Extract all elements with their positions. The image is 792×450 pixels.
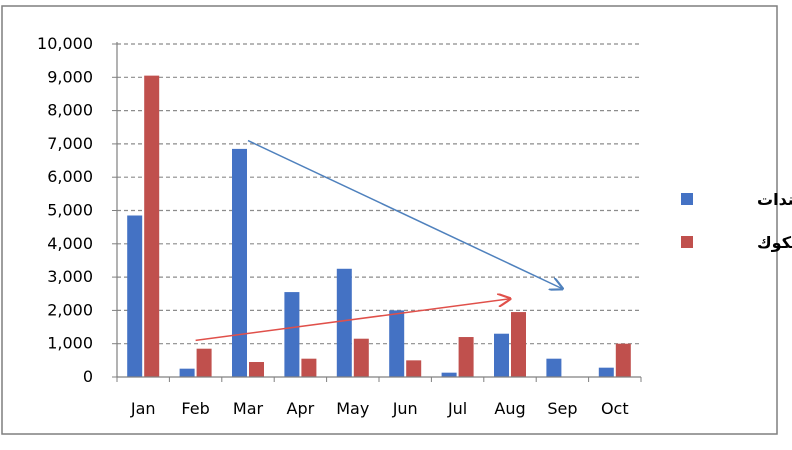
x-tick-label: Sep: [547, 399, 577, 418]
legend-swatch: [681, 236, 693, 248]
y-tick-label: 3,000: [47, 267, 93, 286]
y-tick-label: 9,000: [47, 67, 93, 86]
bar-series2-jun: [406, 360, 422, 377]
bar-series2-jul: [458, 337, 474, 377]
y-tick-label: 4,000: [47, 234, 93, 253]
bar-series1-feb: [179, 368, 195, 377]
bars: [127, 75, 631, 377]
x-tick-label: Jun: [392, 399, 418, 418]
bar-series1-oct: [598, 367, 614, 377]
bar-series1-jan: [127, 215, 143, 377]
bar-series2-aug: [511, 312, 526, 377]
x-tick-label: Jan: [130, 399, 156, 418]
bar-series1-mar: [232, 148, 247, 377]
bar-series1-aug: [494, 333, 509, 377]
y-tick-label: 7,000: [47, 134, 93, 153]
bar-series1-may: [336, 268, 352, 377]
bar-series1-apr: [284, 292, 300, 377]
x-axis-ticks: Jan Feb Mar Apr May Jun Jul Aug Sep Oct: [116, 377, 642, 418]
x-tick-label: Apr: [287, 399, 315, 418]
legend-label: سندات: [757, 190, 792, 209]
bar-series1-jun: [389, 310, 405, 377]
legend-label: صكوك: [757, 233, 792, 252]
bar-series1-sep: [546, 358, 562, 377]
legend: سندات صكوك: [681, 190, 792, 252]
trend-arrow-blue: [247, 139, 562, 289]
y-tick-label: 8,000: [47, 101, 93, 120]
trend-arrows: [195, 139, 563, 342]
bar-series2-feb: [196, 348, 212, 377]
x-tick-label: Feb: [181, 399, 209, 418]
y-tick-label: 6,000: [47, 167, 93, 186]
bar-series1-jul: [441, 372, 457, 377]
bar-series2-apr: [301, 358, 317, 377]
y-tick-label: 2,000: [47, 300, 93, 319]
x-tick-label: Jul: [447, 399, 467, 418]
x-tick-label: Oct: [601, 399, 629, 418]
y-tick-label: 0: [83, 367, 93, 386]
y-tick-label: 10,000: [37, 34, 93, 53]
bar-series2-may: [353, 338, 369, 377]
x-tick-label: Aug: [494, 399, 525, 418]
y-tick-label: 5,000: [47, 201, 93, 220]
bar-series2-jan: [144, 75, 160, 377]
x-tick-label: May: [336, 399, 369, 418]
trend-arrow-red: [195, 299, 510, 342]
gridlines: [117, 43, 641, 345]
y-tick-label: 1,000: [47, 334, 93, 353]
x-tick-label: Mar: [233, 399, 264, 418]
bar-series2-mar: [249, 362, 264, 377]
y-axis-ticks: 0 1,000 2,000 3,000 4,000 5,000 6,000 7,000 8,00…: [37, 34, 117, 386]
bar-series2-oct: [615, 343, 631, 377]
legend-swatch: [681, 193, 693, 205]
